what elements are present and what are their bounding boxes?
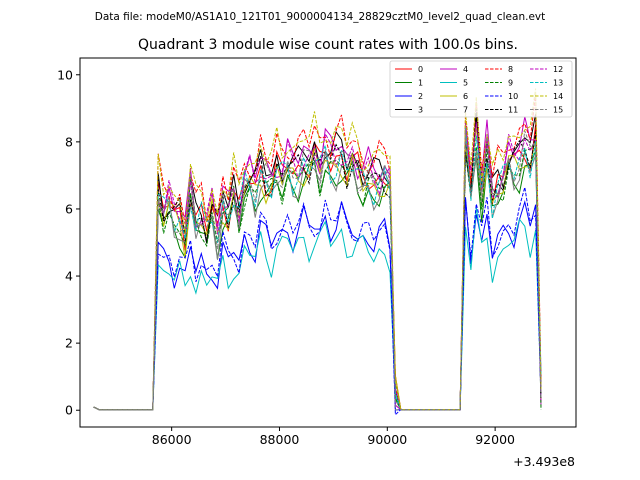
x-tick-label: 88000	[260, 432, 300, 447]
plot-frame	[79, 57, 577, 428]
legend-label: 5	[463, 79, 468, 88]
legend-label: 1	[418, 79, 423, 88]
y-axis: 0 2 4 6 8 10	[57, 67, 80, 418]
x-axis: 86000 88000 90000 92000	[152, 427, 515, 447]
series-line-9	[93, 139, 542, 411]
legend-label: 14	[553, 92, 563, 101]
legend-label: 12	[553, 65, 563, 74]
legend-label: 7	[463, 106, 468, 115]
legend-box	[389, 60, 573, 118]
legend-label: 9	[508, 79, 513, 88]
legend-label: 0	[418, 65, 423, 74]
suptitle: Data file: modeM0/AS1A10_121T01_90000041…	[95, 11, 546, 23]
chart-title: Quadrant 3 module wise count rates with …	[138, 37, 518, 53]
series-line-8	[93, 94, 542, 411]
x-tick-label: 90000	[367, 432, 407, 447]
y-tick-label: 8	[65, 134, 73, 149]
y-tick-label: 10	[57, 67, 73, 82]
y-tick-label: 6	[65, 201, 73, 216]
series-line-15	[93, 129, 542, 411]
series-line-10	[93, 187, 542, 416]
legend-label: 6	[463, 92, 468, 101]
legend-label: 3	[418, 106, 423, 115]
legend-label: 8	[508, 65, 513, 74]
y-tick-label: 0	[65, 403, 73, 418]
legend-label: 10	[508, 92, 518, 101]
legend-label: 11	[508, 106, 518, 115]
x-tick-label: 92000	[475, 432, 515, 447]
legend-label: 2	[418, 92, 423, 101]
series-line-5	[93, 207, 542, 411]
series-line-14	[93, 88, 542, 411]
y-tick-label: 4	[65, 269, 73, 284]
series-line-2	[93, 197, 542, 411]
series-line-1	[93, 143, 542, 411]
series-line-12	[93, 122, 542, 411]
legend-label: 13	[553, 79, 563, 88]
y-tick-label: 2	[65, 336, 73, 351]
x-offset-label: +3.493e8	[513, 454, 575, 469]
legend-label: 4	[463, 65, 468, 74]
legend-label: 15	[553, 106, 563, 115]
series-lines	[93, 88, 542, 416]
x-tick-label: 86000	[152, 432, 192, 447]
